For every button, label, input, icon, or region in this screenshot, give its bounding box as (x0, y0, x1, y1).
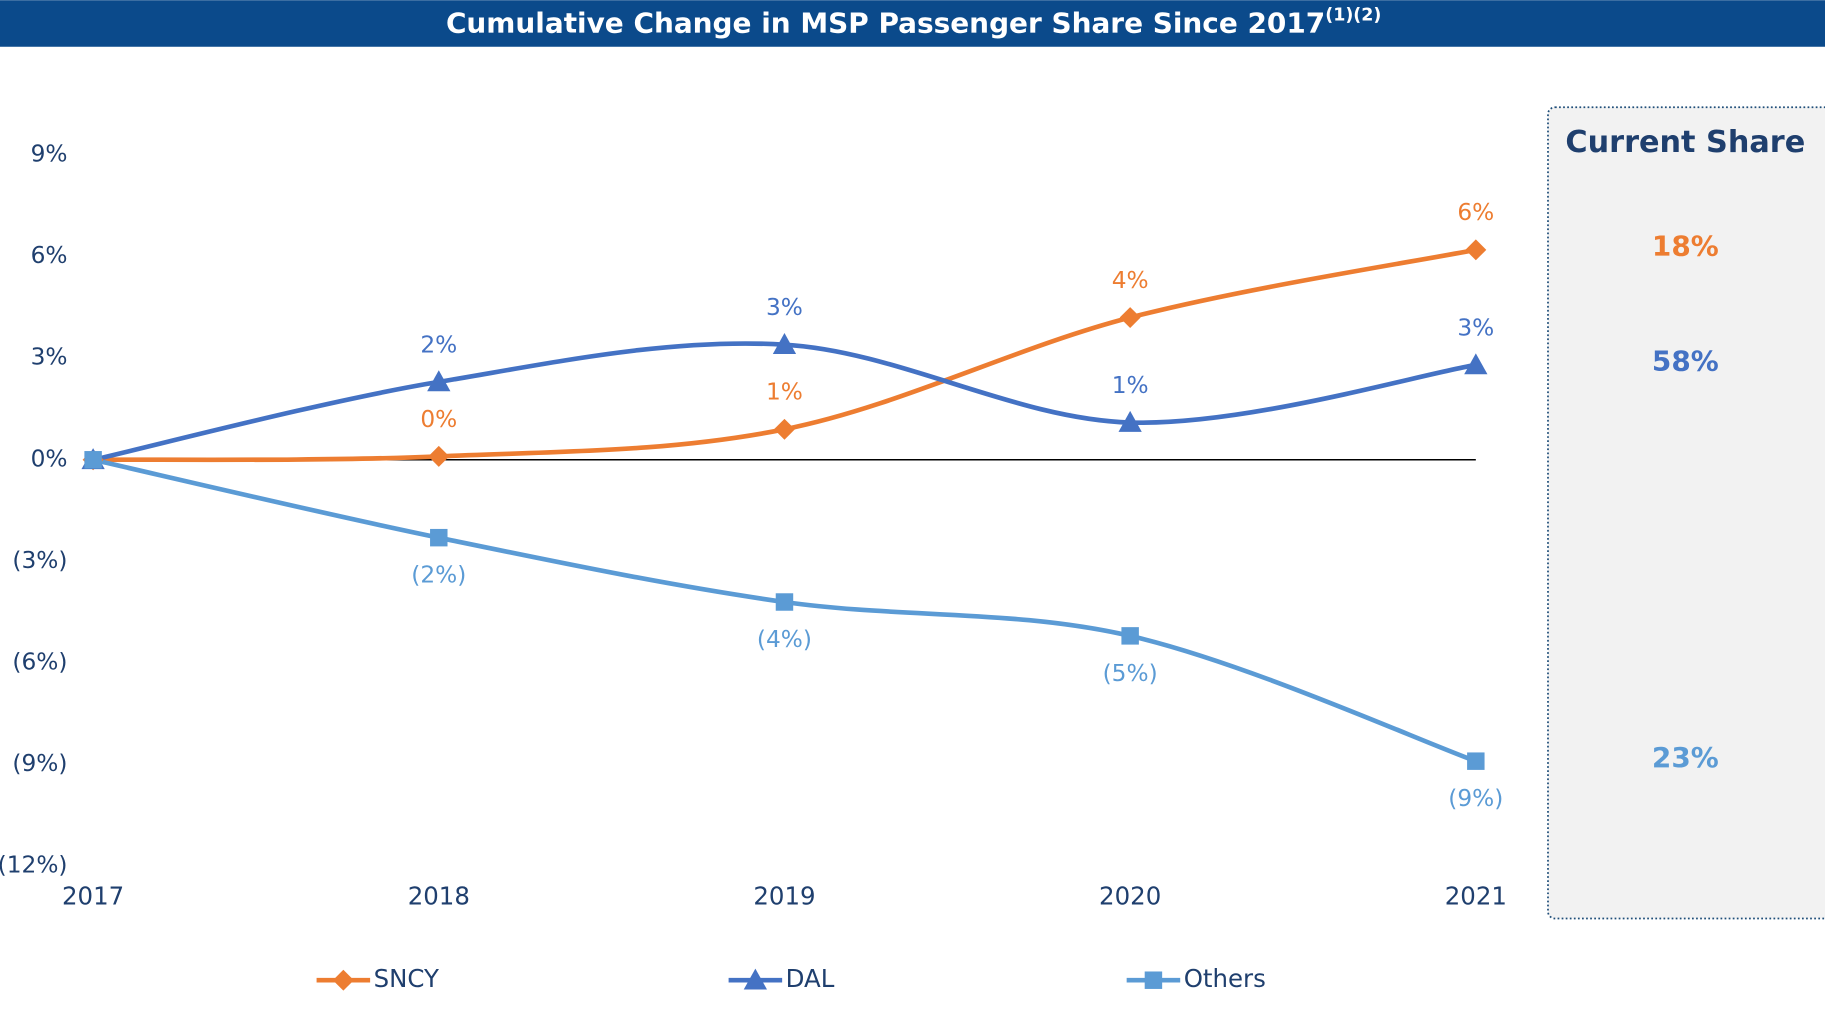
title-bar (0, 0, 1825, 47)
data-label: 3% (766, 294, 803, 321)
data-label: (9%) (1448, 785, 1503, 812)
x-tick-label: 2021 (1445, 882, 1507, 911)
data-point (772, 333, 797, 354)
data-point (430, 528, 448, 547)
y-tick-label: (6%) (12, 648, 67, 675)
data-point (428, 445, 450, 467)
data-point (427, 370, 451, 392)
x-tick-label: 2019 (753, 882, 815, 911)
data-point (1118, 410, 1142, 432)
x-tick-label: 2017 (62, 882, 124, 911)
current-share-title: Current Share (1565, 125, 1805, 160)
data-point (773, 418, 795, 440)
data-label: (5%) (1103, 660, 1158, 687)
data-label: 3% (1457, 314, 1494, 341)
y-tick-label: 0% (31, 445, 68, 472)
y-tick-label: (3%) (12, 547, 67, 574)
data-point (1121, 627, 1139, 645)
legend-marker (332, 969, 354, 991)
y-tick-label: (12%) (0, 852, 68, 879)
data-point (1465, 239, 1487, 261)
data-label: (4%) (757, 626, 812, 653)
data-label: 1% (1112, 372, 1149, 399)
legend-label: DAL (786, 964, 835, 993)
legend-label: Others (1184, 964, 1266, 993)
y-tick-label: 9% (31, 141, 68, 168)
legend-marker (1144, 971, 1163, 989)
data-label: 2% (420, 331, 457, 358)
legend-label: SNCY (374, 964, 439, 993)
data-point (775, 593, 794, 611)
current-share-value: 18% (1652, 229, 1719, 262)
y-tick-label: (9%) (12, 750, 67, 777)
data-label: 1% (766, 379, 803, 406)
data-point (1119, 307, 1141, 329)
title-superscript: (1)(2) (1325, 5, 1381, 25)
data-label: 0% (420, 406, 457, 433)
y-tick-label: 3% (31, 344, 68, 371)
data-point (1464, 353, 1488, 375)
data-label: 6% (1457, 199, 1494, 226)
current-share-value: 23% (1652, 741, 1719, 774)
data-point (1467, 752, 1485, 770)
data-label: (2%) (411, 562, 466, 589)
current-share-panel (1547, 106, 1825, 920)
y-tick-label: 6% (31, 242, 68, 269)
title-text: Cumulative Change in MSP Passenger Share… (446, 7, 1325, 40)
data-point (84, 451, 102, 469)
legend-marker (743, 968, 768, 990)
x-tick-label: 2018 (408, 882, 470, 911)
x-tick-label: 2020 (1099, 882, 1161, 911)
data-label: 4% (1112, 267, 1149, 294)
current-share-value: 58% (1652, 345, 1719, 378)
chart-title: Cumulative Change in MSP Passenger Share… (446, 5, 1381, 39)
